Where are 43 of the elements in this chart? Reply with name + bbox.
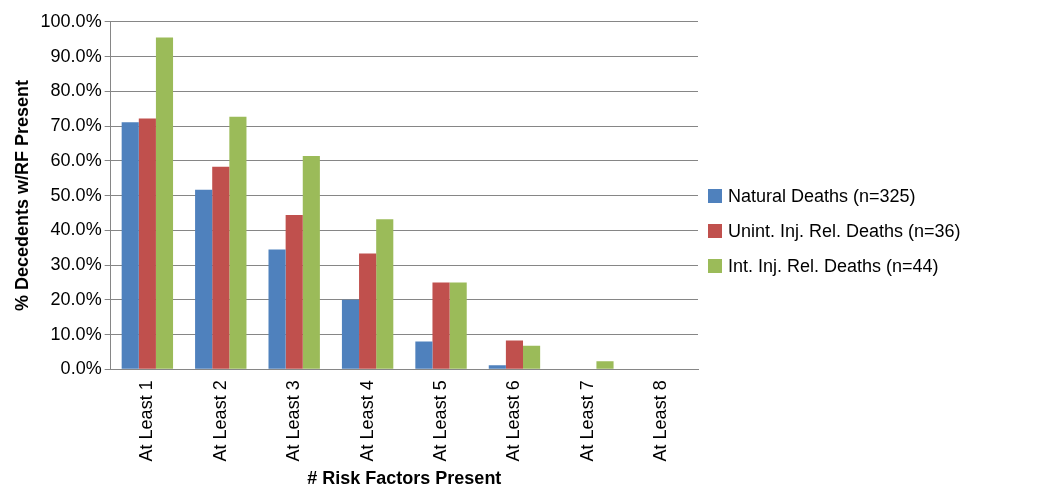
bar [359, 253, 377, 369]
y-tick-label: 20.0% [50, 288, 102, 309]
x-tick-label: At Least 8 [650, 380, 671, 462]
bar [121, 122, 139, 369]
bar [138, 118, 156, 369]
bar [449, 282, 467, 369]
bar [212, 166, 230, 369]
x-tick-label: At Least 7 [576, 380, 597, 462]
y-tick-label: 100.0% [40, 10, 102, 31]
bar [432, 282, 450, 369]
bar [302, 155, 320, 369]
y-tick-label: 60.0% [50, 149, 102, 170]
bar [488, 365, 506, 369]
x-tick-label: At Least 6 [503, 380, 524, 462]
x-tick-label: At Least 4 [356, 380, 377, 462]
x-tick-label: At Least 5 [430, 380, 450, 462]
x-tick-label: At Least 2 [209, 380, 230, 462]
bar [155, 37, 174, 369]
bar [415, 341, 433, 369]
bar [229, 116, 247, 369]
y-tick-label: 30.0% [50, 254, 102, 275]
bar [505, 340, 524, 369]
bar [268, 249, 286, 369]
y-tick-label: 50.0% [50, 184, 102, 205]
y-tick-label: 0.0% [60, 358, 102, 379]
legend-label: Unint. Inj. Rel. Deaths (n=36) [728, 220, 961, 242]
bar [341, 299, 360, 369]
x-tick-label: At Least 1 [136, 380, 157, 462]
bar [285, 215, 303, 369]
bar [523, 345, 541, 369]
y-tick-label: 40.0% [50, 219, 102, 240]
bar [376, 219, 394, 369]
bar [596, 361, 614, 369]
legend-label: Int. Inj. Rel. Deaths (n=44) [728, 255, 939, 277]
y-tick-label: 70.0% [50, 115, 102, 136]
x-axis-title: # Risk Factors Present [307, 468, 502, 489]
y-tick-label: 90.0% [50, 45, 102, 66]
bar [195, 189, 213, 369]
y-tick-label: 10.0% [50, 323, 102, 344]
x-tick-label: At Least 3 [283, 380, 304, 462]
y-tick-label: 80.0% [50, 80, 102, 101]
y-axis-title: % Decedents w/RF Present [11, 80, 32, 312]
legend-label: Natural Deaths (n=325) [728, 185, 916, 207]
